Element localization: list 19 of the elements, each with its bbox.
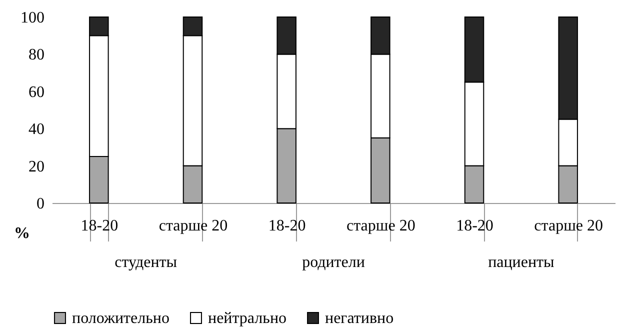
x-tick-label: 18-20	[456, 218, 494, 234]
x-tick-label: 18-20	[80, 218, 118, 234]
x-tick-label: старше 20	[534, 218, 603, 234]
y-tick-label: 100	[20, 10, 44, 26]
x-tick-label: старше 20	[346, 218, 416, 234]
y-tick-label: 80	[28, 46, 44, 64]
y-axis-title: %	[14, 225, 30, 242]
text: пациенты	[488, 254, 555, 271]
legend-label: негативно	[325, 310, 394, 327]
y-tick-label: 40	[28, 121, 44, 138]
y-tick-label: 0	[36, 196, 44, 212]
y-tick-label: 60	[28, 84, 44, 101]
x-tick-label: 18-20	[268, 218, 306, 234]
text: студенты	[114, 254, 178, 271]
legend-label: нейтрально	[208, 310, 286, 327]
text: родители	[302, 254, 366, 271]
x-tick-label: старше 20	[158, 218, 228, 234]
y-tick-label: 20	[28, 158, 44, 176]
legend-label: положительно	[72, 310, 170, 327]
